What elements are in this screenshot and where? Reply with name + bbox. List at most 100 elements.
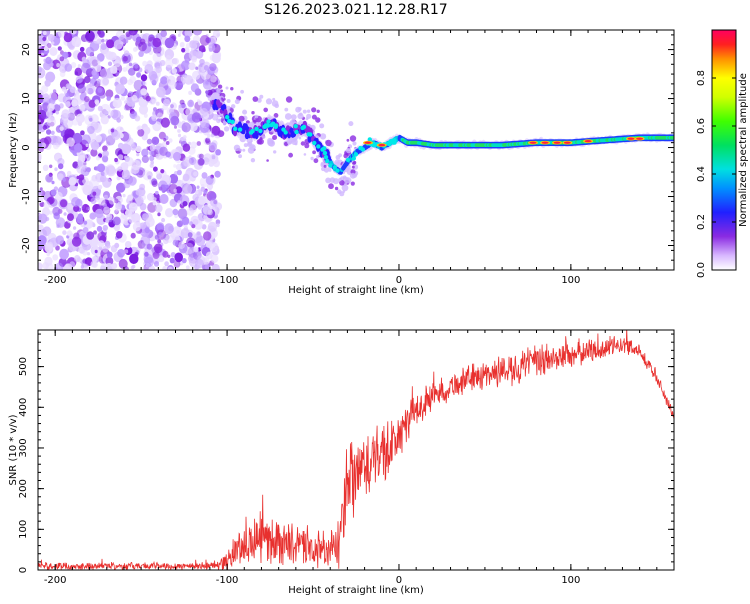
spectrogram-noise-blob <box>220 89 223 93</box>
spectrogram-noise-blob <box>266 159 269 162</box>
spectrogram-noise-blob <box>90 141 100 151</box>
spectrogram-noise-blob <box>76 163 86 174</box>
spectrogram-noise-blob <box>303 153 307 156</box>
spectrogram-noise-blob <box>177 200 181 205</box>
spectrogram-noise-blob <box>142 213 149 221</box>
spectrogram-noise-blob <box>305 117 309 121</box>
spectrogram-noise-blob <box>146 46 152 53</box>
spectrogram-noise-blob <box>86 231 95 240</box>
spectrogram-noise-blob <box>100 76 110 87</box>
spectrogram-noise-blob <box>58 30 65 38</box>
spectrogram-noise-blob <box>183 47 190 54</box>
spectrogram-noise-blob <box>188 90 193 95</box>
spectrogram-noise-blob <box>42 36 47 42</box>
spectrogram-noise-blob <box>66 137 75 147</box>
colorbar-tick-label: 0.2 <box>696 214 707 230</box>
spectrogram-noise-blob <box>158 107 164 114</box>
spectrogram-noise-blob <box>165 55 172 61</box>
spectrogram-trace-highlight <box>316 144 321 149</box>
spectrogram-noise-blob <box>207 221 217 232</box>
spectrogram-noise-blob <box>201 224 207 230</box>
spectrogram-noise-blob <box>111 109 121 121</box>
spectrogram-trace-highlight <box>293 124 298 129</box>
spectrogram-noise-blob <box>76 215 84 224</box>
spectrogram-noise-blob <box>117 248 125 258</box>
spectrogram-noise-blob <box>94 208 104 219</box>
spectrogram-noise-blob <box>205 90 209 94</box>
spectrogram-noise-blob <box>170 115 180 126</box>
spectrogram-noise-blob <box>45 71 56 83</box>
spectrogram-noise-blob <box>315 117 321 123</box>
spectrogram-trace-highlight <box>360 147 366 152</box>
spectrogram-noise-blob <box>130 232 136 239</box>
spectrogram-noise-blob <box>68 177 77 186</box>
spectrogram-noise-blob <box>207 133 211 138</box>
colorbar <box>711 29 737 271</box>
spectrogram-noise-blob <box>95 135 102 143</box>
spectrogram-y-axis-label: Frequency (Hz) <box>8 112 19 188</box>
spectrogram-noise-blob <box>174 125 177 129</box>
spectrogram-noise-blob <box>55 245 60 251</box>
spectrogram-noise-blob <box>73 226 77 230</box>
spectrogram-noise-blob <box>262 135 266 139</box>
spectrogram-noise-blob <box>80 264 85 269</box>
spectrogram-noise-blob <box>157 180 168 192</box>
spectrogram-noise-blob <box>165 141 170 145</box>
spectrogram-noise-blob <box>167 266 173 270</box>
spectrogram-noise-blob <box>81 134 91 146</box>
spectrogram-noise-blob <box>202 78 213 90</box>
spectrogram-noise-blob <box>127 194 133 201</box>
spectrogram-noise-blob <box>43 46 49 51</box>
colorbar-tick-label: 0.4 <box>696 166 707 182</box>
spectrogram-noise-blob <box>209 63 217 72</box>
spectrogram-noise-blob <box>78 248 82 253</box>
spectrogram-noise-blob <box>199 35 210 46</box>
spectrogram-peak <box>541 141 549 144</box>
spectrogram-noise-blob <box>71 236 82 247</box>
y-tick-label: 500 <box>18 357 29 376</box>
spectrogram-noise-blob <box>171 68 178 74</box>
spectrogram-noise-blob <box>54 167 58 172</box>
spectrogram-noise-blob <box>117 166 123 172</box>
spectrogram-trace-highlight <box>227 118 232 124</box>
spectrogram-noise-blob <box>159 146 168 156</box>
spectrogram-noise-blob <box>51 180 55 185</box>
spectrogram-noise-blob <box>268 140 276 147</box>
spectrogram-noise-blob <box>74 143 83 153</box>
spectrogram-noise-blob <box>254 114 259 119</box>
spectrogram-noise-blob <box>213 200 218 205</box>
spectrogram-noise-blob <box>77 84 87 94</box>
spectrogram-noise-blob <box>57 173 64 181</box>
spectrogram-noise-blob <box>43 201 51 209</box>
spectrogram-noise-blob <box>300 141 306 146</box>
spectrogram-noise-blob <box>272 97 276 101</box>
y-tick-label: 0 <box>21 144 32 150</box>
spectrogram-noise-blob <box>163 138 167 142</box>
spectrogram-noise-blob <box>57 158 65 166</box>
spectrogram-noise-blob <box>121 143 132 155</box>
spectrogram-noise-blob <box>140 74 148 82</box>
spectrogram-noise-blob <box>50 189 57 196</box>
spectrogram-noise-blob <box>177 129 181 133</box>
spectrogram-noise-blob <box>59 199 68 208</box>
spectrogram-noise-blob <box>58 163 64 170</box>
spectrogram-noise-blob <box>100 43 107 50</box>
spectrogram-noise-blob <box>89 117 93 122</box>
spectrogram-noise-blob <box>133 47 138 52</box>
spectrogram-noise-blob <box>199 58 205 66</box>
spectrogram-noise-blob <box>82 203 89 212</box>
spectrogram-noise-blob <box>61 86 67 92</box>
spectrogram-noise-blob <box>143 113 148 118</box>
spectrogram-noise-blob <box>142 170 152 181</box>
spectrogram-noise-blob <box>328 183 334 190</box>
spectrogram-noise-blob <box>123 50 130 57</box>
spectrogram-noise-blob <box>168 138 173 143</box>
spectrogram-noise-blob <box>205 122 210 128</box>
spectrogram-noise-blob <box>203 231 212 241</box>
spectrogram-noise-blob <box>150 160 154 165</box>
spectrogram-noise-blob <box>72 132 83 144</box>
spectrogram-noise-blob <box>197 195 207 205</box>
spectrogram-trace-highlight <box>387 142 392 147</box>
spectrogram-noise-blob <box>203 65 209 71</box>
spectrogram-noise-blob <box>102 177 112 188</box>
